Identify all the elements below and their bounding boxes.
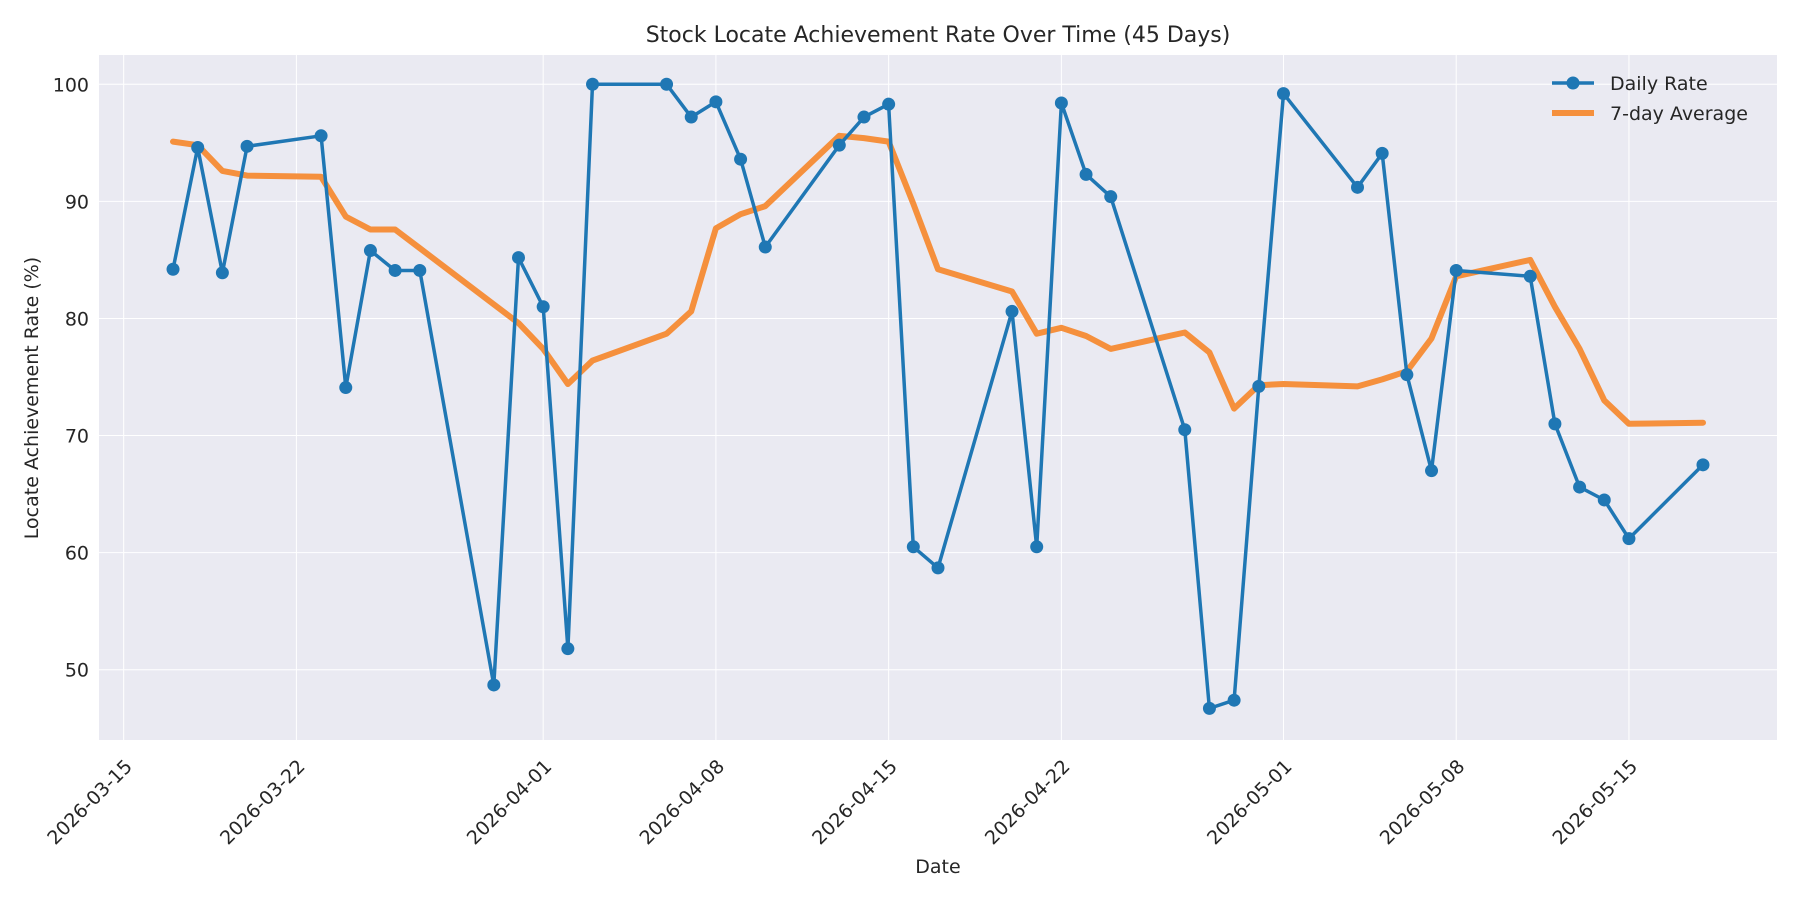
y-tick-label: 100 (53, 74, 89, 96)
series-7-day-average (170, 132, 1706, 427)
data-point (363, 244, 377, 258)
data-point (1227, 693, 1241, 707)
y-axis-ticks: 50 60 70 80 90 100 (53, 74, 89, 681)
data-point (586, 77, 600, 91)
legend-entry: Daily Rate (1552, 73, 1708, 95)
data-point (1202, 701, 1216, 715)
data-point (536, 300, 550, 314)
grid (99, 55, 1777, 740)
series-line-average (170, 132, 1706, 427)
data-point (709, 95, 723, 109)
legend-label: 7-day Average (1610, 103, 1748, 125)
y-tick-label: 80 (65, 308, 89, 330)
data-point (1400, 368, 1414, 382)
x-tick-label: 2026-04-01 (463, 756, 557, 850)
data-point (314, 129, 328, 143)
x-tick-label: 2026-05-01 (1203, 756, 1297, 850)
y-tick-label: 90 (65, 191, 89, 213)
data-point (1030, 540, 1044, 554)
y-tick-label: 50 (65, 660, 89, 682)
data-point (882, 97, 896, 111)
data-point (215, 266, 229, 280)
data-point (1005, 304, 1019, 318)
data-point (1425, 464, 1439, 478)
legend-label: Daily Rate (1610, 73, 1708, 95)
data-point (561, 642, 575, 656)
x-tick-label: 2026-05-15 (1548, 756, 1642, 850)
data-point (1548, 417, 1562, 431)
data-point (684, 110, 698, 124)
legend-marker (1566, 76, 1580, 90)
data-point (1054, 96, 1068, 110)
legend-entry: 7-day Average (1552, 103, 1748, 125)
data-point (1104, 190, 1118, 204)
data-point (166, 262, 180, 276)
data-point (1252, 379, 1266, 393)
y-tick-label: 60 (65, 543, 89, 565)
x-axis-ticks: 2026-03-15 2026-03-22 2026-04-01 2026-04-08… (43, 756, 1642, 850)
chart-title: Stock Locate Achievement Rate Over Time … (646, 23, 1231, 48)
data-point (512, 251, 525, 265)
series-daily-rate (166, 77, 1710, 715)
x-tick-label: 2026-03-15 (43, 756, 137, 850)
data-point (1523, 269, 1537, 283)
data-point (1351, 180, 1364, 194)
data-point (1622, 532, 1636, 546)
data-point (832, 138, 846, 152)
data-point (931, 561, 945, 575)
data-point (1696, 458, 1710, 472)
series-layer (166, 77, 1710, 715)
data-point (240, 139, 254, 153)
data-point (1573, 480, 1587, 494)
data-point (1276, 87, 1290, 101)
data-point (1597, 493, 1611, 507)
plot-area (99, 55, 1777, 740)
data-point (487, 678, 501, 692)
x-tick-label: 2026-04-22 (981, 756, 1075, 850)
y-axis-label: Locate Achievement Rate (%) (21, 257, 43, 539)
data-point (388, 263, 402, 277)
data-point (339, 381, 353, 395)
data-point (191, 141, 205, 155)
x-tick-label: 2026-04-15 (808, 756, 902, 850)
y-tick-label: 70 (65, 426, 89, 448)
x-tick-label: 2026-04-08 (635, 756, 729, 850)
legend: Daily Rate 7-day Average (1552, 73, 1748, 125)
data-point (1375, 146, 1389, 160)
x-tick-label: 2026-03-22 (216, 756, 310, 850)
x-tick-label: 2026-05-08 (1376, 756, 1470, 850)
data-point (857, 110, 871, 124)
data-point (1178, 423, 1192, 437)
data-point (734, 152, 748, 166)
data-point (660, 77, 674, 91)
data-point (1449, 263, 1463, 277)
data-point (758, 240, 772, 254)
data-point (1079, 167, 1093, 181)
x-axis-label: Date (915, 856, 960, 878)
data-point (906, 540, 920, 554)
data-point (413, 263, 427, 277)
